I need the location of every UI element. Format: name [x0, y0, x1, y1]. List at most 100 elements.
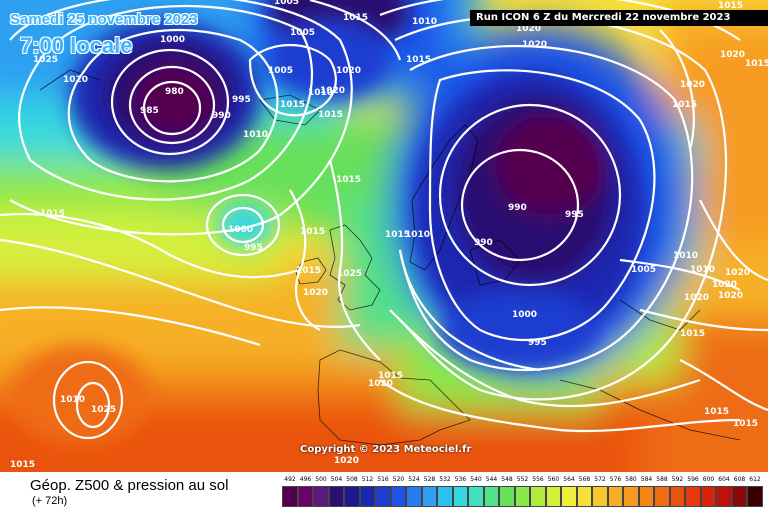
legend-color-swatch — [421, 486, 437, 507]
isobar-label: 1000 — [512, 310, 537, 320]
weather-map: 1000 980 985 1025 1020 1005 1015 1010 99… — [0, 0, 768, 472]
isobar-label: 1020 — [516, 24, 541, 34]
legend-value-label: 504 — [330, 476, 343, 483]
isobar-label: 1020 — [336, 66, 361, 76]
legend-color-swatch — [700, 486, 716, 507]
legend-value-label: 572 — [594, 476, 606, 483]
legend-value-label: 580 — [625, 476, 637, 483]
legend-color-swatch — [344, 486, 360, 507]
legend-color-swatch — [623, 486, 639, 507]
legend-color-swatch — [282, 486, 298, 507]
forecast-time-title: 7:00 locale — [20, 33, 133, 58]
isobar-label: 1005 — [290, 28, 315, 38]
isobar-label: 1015 — [378, 371, 403, 381]
legend-value-label: 512 — [361, 476, 374, 483]
isobar-label: 1010 — [243, 130, 268, 140]
legend-value-label: 520 — [392, 476, 405, 483]
legend-value-label: 540 — [470, 476, 482, 483]
legend-value-label: 496 — [299, 476, 312, 483]
legend-color-swatch — [654, 486, 670, 507]
isobar-label: 1005 — [274, 0, 299, 7]
legend-value-label: 596 — [687, 476, 699, 483]
isobar-label: 995 — [565, 210, 584, 220]
legend-color-swatch — [499, 486, 515, 507]
isobar-label: 990 — [474, 238, 493, 248]
isobar-label: 1000 — [228, 225, 253, 235]
isobar-label: 1020 — [712, 280, 737, 290]
isobar-label: 990 — [508, 203, 527, 213]
isobar-label: 1020 — [320, 86, 345, 96]
coastlines — [39, 69, 741, 446]
product-title: Géop. Z500 & pression au sol — [30, 477, 229, 494]
legend-value-label: 548 — [501, 476, 513, 483]
legend-color-swatch — [359, 486, 375, 507]
isobar-label: 1025 — [337, 269, 362, 279]
legend-value-label: 524 — [408, 476, 420, 483]
isobar-label: 1015 — [300, 227, 325, 237]
isobar-label: 1020 — [63, 75, 88, 85]
isobar-label: 1025 — [33, 55, 58, 65]
isobar-label: 1020 — [303, 288, 328, 298]
legend-color-swatch — [328, 486, 344, 507]
isobar-label: 995 — [528, 338, 547, 348]
isobar-label: 1020 — [725, 268, 750, 278]
isobar-label: 1015 — [40, 209, 65, 219]
legend-color-swatch — [375, 486, 391, 507]
isobar-label: 1015 — [385, 230, 410, 240]
legend-value-label: 552 — [516, 476, 529, 483]
isobar-label: 995 — [244, 243, 263, 253]
forecast-range-subtitle: (+ 72h) — [32, 495, 68, 507]
isobar-label: 1010 — [60, 395, 85, 405]
legend-value-label: 492 — [284, 476, 296, 483]
legend-color-swatch — [297, 486, 313, 507]
footer-bar: Géop. Z500 & pression au sol (+ 72h) 492… — [0, 472, 768, 512]
isobar-label: 1015 — [733, 419, 758, 429]
legend-color-swatch — [437, 486, 453, 507]
isobar-label: 1015 — [680, 329, 705, 339]
isobar-label: 995 — [232, 95, 251, 105]
legend-color-swatch — [716, 486, 732, 507]
isobar-label: 1000 — [160, 35, 185, 45]
isobar-label: 1020 — [718, 291, 743, 301]
isobar-label: 1010 — [412, 17, 437, 27]
legend-color-swatch — [468, 486, 484, 507]
legend-color-swatch — [483, 486, 499, 507]
legend-value-label: 612 — [749, 476, 761, 483]
legend-value-label: 532 — [439, 476, 451, 483]
model-run-info: Run ICON 6 Z du Mercredi 22 novembre 202… — [470, 10, 768, 26]
isobar-label: 1010 — [405, 230, 430, 240]
legend-value-label: 556 — [532, 476, 544, 483]
legend-value-label: 528 — [423, 476, 436, 483]
legend-value-label: 500 — [315, 476, 327, 483]
legend-value-label: 564 — [563, 476, 575, 483]
isobar-label: 985 — [140, 106, 159, 116]
legend-color-swatch — [685, 486, 701, 507]
legend-value-label: 516 — [377, 476, 389, 483]
isobar-label: 1015 — [280, 100, 305, 110]
isobar-label: 1015 — [672, 100, 697, 110]
legend-color-swatch — [638, 486, 654, 507]
legend-value-label: 508 — [346, 476, 358, 483]
legend-value-label: 592 — [671, 476, 684, 483]
forecast-date-title: Samedi 25 novembre 2023 — [10, 11, 198, 28]
isobar-label: 1015 — [318, 110, 343, 120]
copyright-notice: Copyright © 2023 Meteociel.fr — [300, 444, 472, 455]
isobar-label: 990 — [212, 111, 231, 121]
isobar-label: 1005 — [631, 265, 656, 275]
isobar-label: 1020 — [720, 50, 745, 60]
legend-value-label: 536 — [454, 476, 467, 483]
isobar-label: 1015 — [343, 13, 368, 23]
legend-color-swatch — [406, 486, 422, 507]
legend-value-label: 568 — [578, 476, 591, 483]
legend-color-swatch — [390, 486, 406, 507]
legend-color-swatch — [313, 486, 329, 507]
legend-value-label: 560 — [547, 476, 560, 483]
isobar-label: 1015 — [745, 59, 768, 69]
isobar-label: 1015 — [10, 460, 35, 470]
isobar-label: 1015 — [718, 1, 743, 11]
legend-color-swatch — [545, 486, 561, 507]
legend-color-swatch — [530, 486, 546, 507]
isobar-label: 1020 — [684, 293, 709, 303]
isobar-label: 1015 — [336, 175, 361, 185]
legend-value-label: 600 — [702, 476, 715, 483]
